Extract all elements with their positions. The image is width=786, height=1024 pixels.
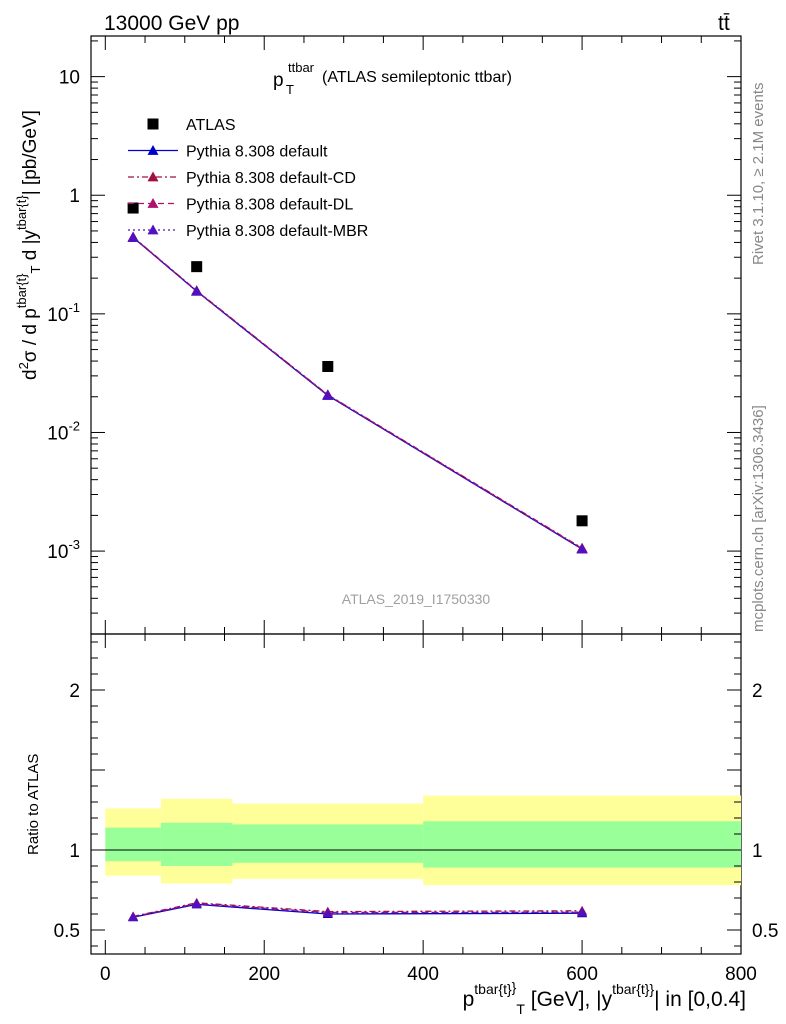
plot-title-sup: ttbar bbox=[288, 60, 315, 75]
uncertainty-band-inner bbox=[232, 824, 424, 863]
y-tick-label: 10 bbox=[59, 68, 80, 89]
ratio-y-tick-label-left: 0.5 bbox=[54, 921, 80, 942]
plot-title-main: p bbox=[273, 70, 284, 91]
legend-marker bbox=[147, 224, 159, 235]
y-tick-label: 10-1 bbox=[47, 300, 80, 326]
x-axis-label: ptbar{t}}T [GeV], |ytbar{t}}| in [0,0.4] bbox=[463, 979, 746, 1017]
legend-marker bbox=[147, 145, 159, 155]
ratio-mc-marker bbox=[128, 911, 139, 921]
ratio-mc-line bbox=[132, 903, 583, 918]
plot-title-sub: T bbox=[286, 82, 294, 97]
mc-line bbox=[132, 236, 583, 550]
y-tick-label: 1 bbox=[69, 186, 80, 207]
ratio-y-tick-label-right: 1 bbox=[752, 841, 763, 862]
uncertainty-band-inner bbox=[160, 822, 233, 866]
header-left: 13000 GeV pp bbox=[104, 12, 239, 35]
mc-line bbox=[132, 236, 583, 549]
rivet-label: Rivet 3.1.10, ≥ 2.1M events bbox=[750, 83, 767, 266]
legend-label: ATLAS bbox=[186, 117, 236, 134]
mc-line bbox=[132, 237, 583, 550]
legend-marker bbox=[147, 171, 159, 182]
mc-marker bbox=[322, 389, 334, 400]
ratio-y-tick-label-left: 1 bbox=[69, 841, 80, 862]
legend-label: Pythia 8.308 default-CD bbox=[186, 170, 356, 187]
legend-marker-atlas bbox=[147, 118, 159, 130]
mcplots-label: mcplots.cern.ch [arXiv:1306.3436] bbox=[750, 405, 767, 632]
data-marker bbox=[127, 202, 139, 214]
plot-title: p T ttbar (ATLAS semileptonic ttbar) bbox=[273, 60, 512, 97]
mc-line bbox=[132, 236, 583, 550]
main-ylabel: d2σ / d ptbar{t}T d |ytbar{t}| [pb/GeV] bbox=[14, 110, 43, 380]
ratio-y-tick-label-right: 2 bbox=[752, 681, 763, 702]
x-tick-label: 200 bbox=[248, 964, 280, 985]
ratio-y-tick-label-right: 0.5 bbox=[752, 921, 778, 942]
data-marker bbox=[322, 360, 334, 372]
ratio-y-tick-label-left: 2 bbox=[69, 681, 80, 702]
x-tick-label: 800 bbox=[725, 964, 757, 985]
legend-label: Pythia 8.308 default bbox=[186, 144, 328, 161]
data-marker bbox=[191, 261, 203, 273]
main-plot-layer: 10-3 10-2 10-1 1 10 bbox=[47, 36, 742, 635]
uncertainty-band-inner bbox=[423, 821, 741, 868]
ratio-mc-marker bbox=[577, 907, 588, 917]
legend-label: Pythia 8.308 default-MBR bbox=[186, 223, 368, 240]
x-tick-label: 400 bbox=[407, 964, 439, 985]
x-tick-label: 600 bbox=[566, 964, 598, 985]
ratio-plot-frame bbox=[90, 633, 742, 955]
mc-marker bbox=[576, 543, 588, 554]
legend-label: Pythia 8.308 default-DL bbox=[186, 197, 353, 214]
svg-text:ptbar{t}}T [GeV], |ytbar{t}}|: ptbar{t}}T [GeV], |ytbar{t}}| in [0,0.4] bbox=[463, 979, 746, 1017]
x-tick-label: 0 bbox=[100, 964, 111, 985]
analysis-watermark: ATLAS_2019_I1750330 bbox=[342, 591, 491, 607]
y-tick-label: 10-2 bbox=[47, 418, 80, 444]
header-right: tt̄ bbox=[718, 12, 730, 35]
uncertainty-band-inner bbox=[105, 827, 161, 862]
svg-text:d2σ / d ptbar{t}T d |ytbar{t}|: d2σ / d ptbar{t}T d |ytbar{t}| [pb/GeV] bbox=[14, 110, 43, 380]
data-marker bbox=[576, 515, 588, 527]
ratio-plot-layer: 0.5 0.5 1 1 2 2 0 200 400 600 800 bbox=[54, 634, 778, 985]
plot-title-rest: (ATLAS semileptonic ttbar) bbox=[322, 69, 512, 86]
ratio-mc-marker bbox=[191, 898, 202, 908]
ratio-ylabel: Ratio to ATLAS bbox=[25, 754, 42, 855]
y-tick-label: 10-3 bbox=[47, 537, 80, 563]
ratio-mc-marker bbox=[322, 908, 333, 918]
legend-marker bbox=[147, 198, 159, 208]
mc-marker bbox=[191, 285, 203, 296]
mc-marker bbox=[127, 231, 139, 242]
legend: ATLAS Pythia 8.308 default Pythia 8.308 de… bbox=[128, 117, 368, 240]
